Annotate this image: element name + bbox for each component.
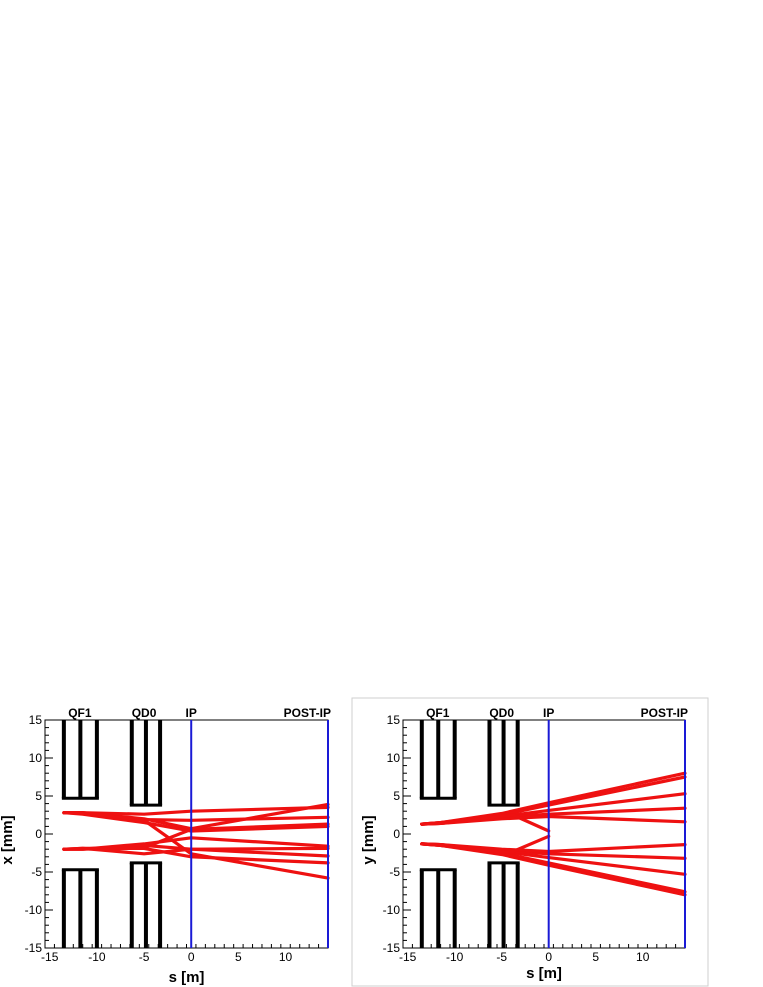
trajectory-line [420,813,551,833]
magnet-pole [129,861,163,948]
y-tick-label: -10 [25,903,43,917]
x-tick-label: -15 [41,950,59,964]
x-tick-label: 5 [235,950,242,964]
x-tick-label: -15 [399,950,417,964]
plot-frame [402,719,686,949]
y-tick-label: -10 [383,903,401,917]
x-tick-label: -5 [139,950,150,964]
y-tick-label: 5 [393,789,400,803]
x-tick-label: -10 [88,950,106,964]
y-tick-label: 10 [387,751,401,765]
x-tick-label: -10 [446,950,464,964]
element-label-post-ip: POST-IP [641,706,688,720]
y-tick-label: 0 [393,827,400,841]
x-axis-title: s [m] [526,965,562,982]
magnet-pole [61,868,99,948]
element-label-qf1: QF1 [426,706,450,720]
trajectory-line [62,846,330,856]
y-tick-label: -15 [383,941,401,955]
y-tick-label: -5 [389,865,400,879]
magnet-pole [419,720,457,800]
element-label-ip: IP [543,706,554,720]
x-tick-label: 5 [592,950,599,964]
x-tick-label: 0 [545,950,552,964]
magnet-pole [61,720,99,800]
y-tick-label: 5 [35,789,42,803]
plot-frame [44,719,329,949]
y-tick-label: -15 [25,941,43,955]
x-tick-label: 10 [636,950,650,964]
magnet-pole [419,868,457,948]
x-tick-label: 10 [279,950,293,964]
element-label-qd0: QD0 [132,706,157,720]
x-axis-title: s [m] [169,969,205,986]
magnet-pole [487,861,520,948]
element-label-qf1: QF1 [68,706,92,720]
x-tick-label: 0 [188,950,195,964]
trajectory-line [420,834,551,854]
magnet-pole [129,720,163,807]
x-plane-panel: -15 -10 -5 0 5 10 -15 -10 -5 0 5 10 15 s [m] x [mm] QF1… [0,706,331,986]
y-tick-label: 15 [387,713,401,727]
x-tick-label: -5 [496,950,507,964]
y-tick-label: 0 [35,827,42,841]
right-panel-border [351,697,709,987]
trajectory-line [62,811,330,880]
y-plane-panel: -15 -10 -5 0 5 10 -15 -10 -5 0 5 10 15 s [m] y [mm] QF1… [360,706,688,982]
magnet-pole [487,720,520,807]
y-tick-label: -5 [31,865,42,879]
y-tick-label: 10 [29,751,43,765]
element-label-post-ip: POST-IP [284,706,331,720]
element-label-qd0: QD0 [489,706,514,720]
y-axis-title: x [mm] [0,815,16,864]
y-tick-label: 15 [29,713,43,727]
element-label-ip: IP [186,706,197,720]
y-axis-title: y [mm] [360,815,377,864]
